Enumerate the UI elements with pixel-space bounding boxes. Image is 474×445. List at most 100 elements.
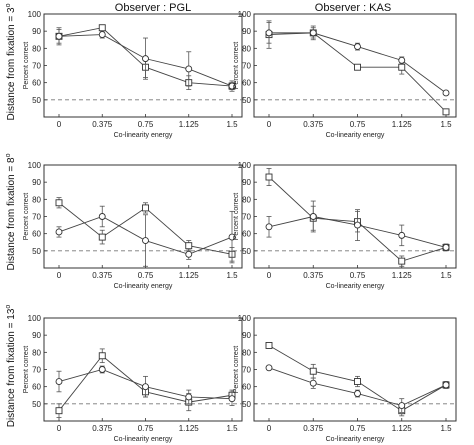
- y-tick-label: 90: [242, 27, 251, 36]
- x-tick-label: 0.75: [350, 271, 366, 280]
- y-tick-label: 70: [32, 62, 41, 71]
- data-point-circle: [398, 402, 406, 409]
- x-tick-label: 1.5: [226, 120, 238, 129]
- data-point-circle: [228, 233, 236, 241]
- y-axis-title: Percent correct: [23, 193, 30, 241]
- x-tick-label: 0: [57, 424, 62, 433]
- chart-panel-kas-13: 50 60 70 80 90 100 0 0.375 0.75 1.125 1.5 Co-linear…: [233, 314, 457, 443]
- y-tick-label: 80: [32, 44, 41, 53]
- data-point-square: [98, 233, 106, 241]
- data-point-circle: [185, 250, 193, 258]
- data-point-square: [98, 352, 106, 360]
- x-axis-title: Co-linearity energy: [114, 283, 173, 290]
- data-point-square: [55, 407, 63, 415]
- x-tick-label: 1.125: [179, 120, 200, 129]
- y-tick-label: 100: [28, 161, 42, 170]
- data-point-circle: [309, 29, 317, 37]
- y-tick-label: 70: [242, 62, 251, 71]
- x-tick-label: 0: [267, 120, 272, 129]
- x-tick-label: 1.5: [226, 424, 238, 433]
- data-point-circle: [55, 32, 63, 40]
- x-tick-label: 0: [267, 271, 272, 280]
- y-tick-label: 60: [242, 79, 251, 88]
- x-tick-label: 0.75: [350, 120, 366, 129]
- y-axis-title: Percent correct: [233, 42, 240, 90]
- data-point-square: [442, 108, 450, 116]
- data-point-circle: [98, 213, 106, 220]
- y-tick-label: 80: [32, 195, 41, 204]
- x-tick-label: 0.75: [138, 120, 154, 129]
- data-point-square: [309, 367, 317, 375]
- x-tick-label: 1.5: [226, 271, 238, 280]
- chart-panel-kas-8: 50 60 70 80 90 100 0 0.375 0.75 1.125 1.5 Co-linear…: [233, 161, 457, 290]
- x-tick-label: 0: [57, 271, 62, 280]
- data-point-circle: [398, 231, 406, 239]
- x-tick-label: 1.125: [392, 424, 413, 433]
- y-tick-label: 100: [28, 10, 42, 19]
- y-tick-label: 80: [242, 195, 251, 204]
- x-tick-label: 0.75: [138, 271, 154, 280]
- data-point-square: [55, 199, 63, 207]
- data-point-circle: [98, 366, 106, 373]
- data-point-circle: [265, 223, 273, 231]
- data-point-circle: [98, 31, 106, 39]
- y-tick-label: 90: [32, 27, 41, 36]
- panel-frame: [43, 317, 243, 422]
- data-point-circle: [55, 378, 63, 385]
- y-tick-label: 50: [242, 247, 251, 256]
- data-point-circle: [185, 393, 193, 401]
- panel-frame: [253, 164, 457, 269]
- data-point-square: [265, 173, 273, 181]
- y-tick-label: 60: [242, 230, 251, 239]
- data-point-square: [398, 63, 406, 71]
- x-tick-label: 1.125: [392, 120, 413, 129]
- row-title-distance-3: Distance from fixation = 3o: [5, 3, 17, 120]
- data-point-circle: [142, 383, 149, 391]
- x-tick-label: 0.375: [92, 424, 113, 433]
- data-point-square: [398, 257, 406, 265]
- data-point-circle: [398, 56, 406, 64]
- y-tick-label: 50: [242, 96, 251, 105]
- y-tick-label: 70: [242, 366, 251, 375]
- y-tick-label: 100: [238, 10, 252, 19]
- y-tick-label: 80: [32, 348, 41, 357]
- panel-frame: [43, 164, 243, 269]
- panels-group: 50 60 70 80 90 100 0 0.375 0.75 1.125 1.5 Co-linear…: [23, 10, 457, 443]
- y-axis-title: Percent correct: [23, 346, 30, 394]
- panel-frame: [253, 317, 457, 422]
- data-point-circle: [442, 243, 450, 251]
- column-title-kas: Observer : KAS: [315, 2, 391, 14]
- data-point-circle: [142, 237, 149, 244]
- data-point-circle: [265, 29, 273, 37]
- x-tick-label: 0.75: [350, 424, 366, 433]
- x-axis-title: Co-linearity energy: [326, 132, 385, 139]
- y-tick-label: 70: [32, 213, 41, 222]
- x-tick-label: 0.375: [303, 120, 324, 129]
- x-tick-label: 1.5: [440, 271, 452, 280]
- y-tick-label: 90: [242, 178, 251, 187]
- x-axis-title: Co-linearity energy: [114, 436, 173, 443]
- y-tick-label: 70: [32, 366, 41, 375]
- y-axis-title: Percent correct: [23, 42, 30, 90]
- y-tick-label: 60: [242, 383, 251, 392]
- y-axis-title: Percent correct: [233, 193, 240, 241]
- x-tick-label: 0.375: [92, 271, 113, 280]
- x-tick-label: 1.5: [440, 424, 452, 433]
- x-tick-label: 0.375: [303, 271, 324, 280]
- y-tick-label: 50: [32, 96, 41, 105]
- column-title-pgl: Observer : PGL: [115, 2, 191, 14]
- data-point-square: [98, 24, 106, 32]
- data-point-circle: [354, 221, 361, 229]
- data-point-circle: [354, 43, 361, 51]
- data-point-circle: [265, 364, 273, 372]
- data-point-square: [354, 378, 361, 385]
- data-point-circle: [354, 390, 361, 397]
- x-tick-label: 0.375: [303, 424, 324, 433]
- row-title-distance-8: Distance from fixation = 8o: [5, 153, 17, 270]
- x-tick-label: 1.125: [179, 271, 200, 280]
- data-point-circle: [142, 55, 149, 63]
- y-tick-label: 100: [28, 314, 42, 323]
- y-tick-label: 70: [242, 213, 251, 222]
- y-tick-label: 80: [242, 348, 251, 357]
